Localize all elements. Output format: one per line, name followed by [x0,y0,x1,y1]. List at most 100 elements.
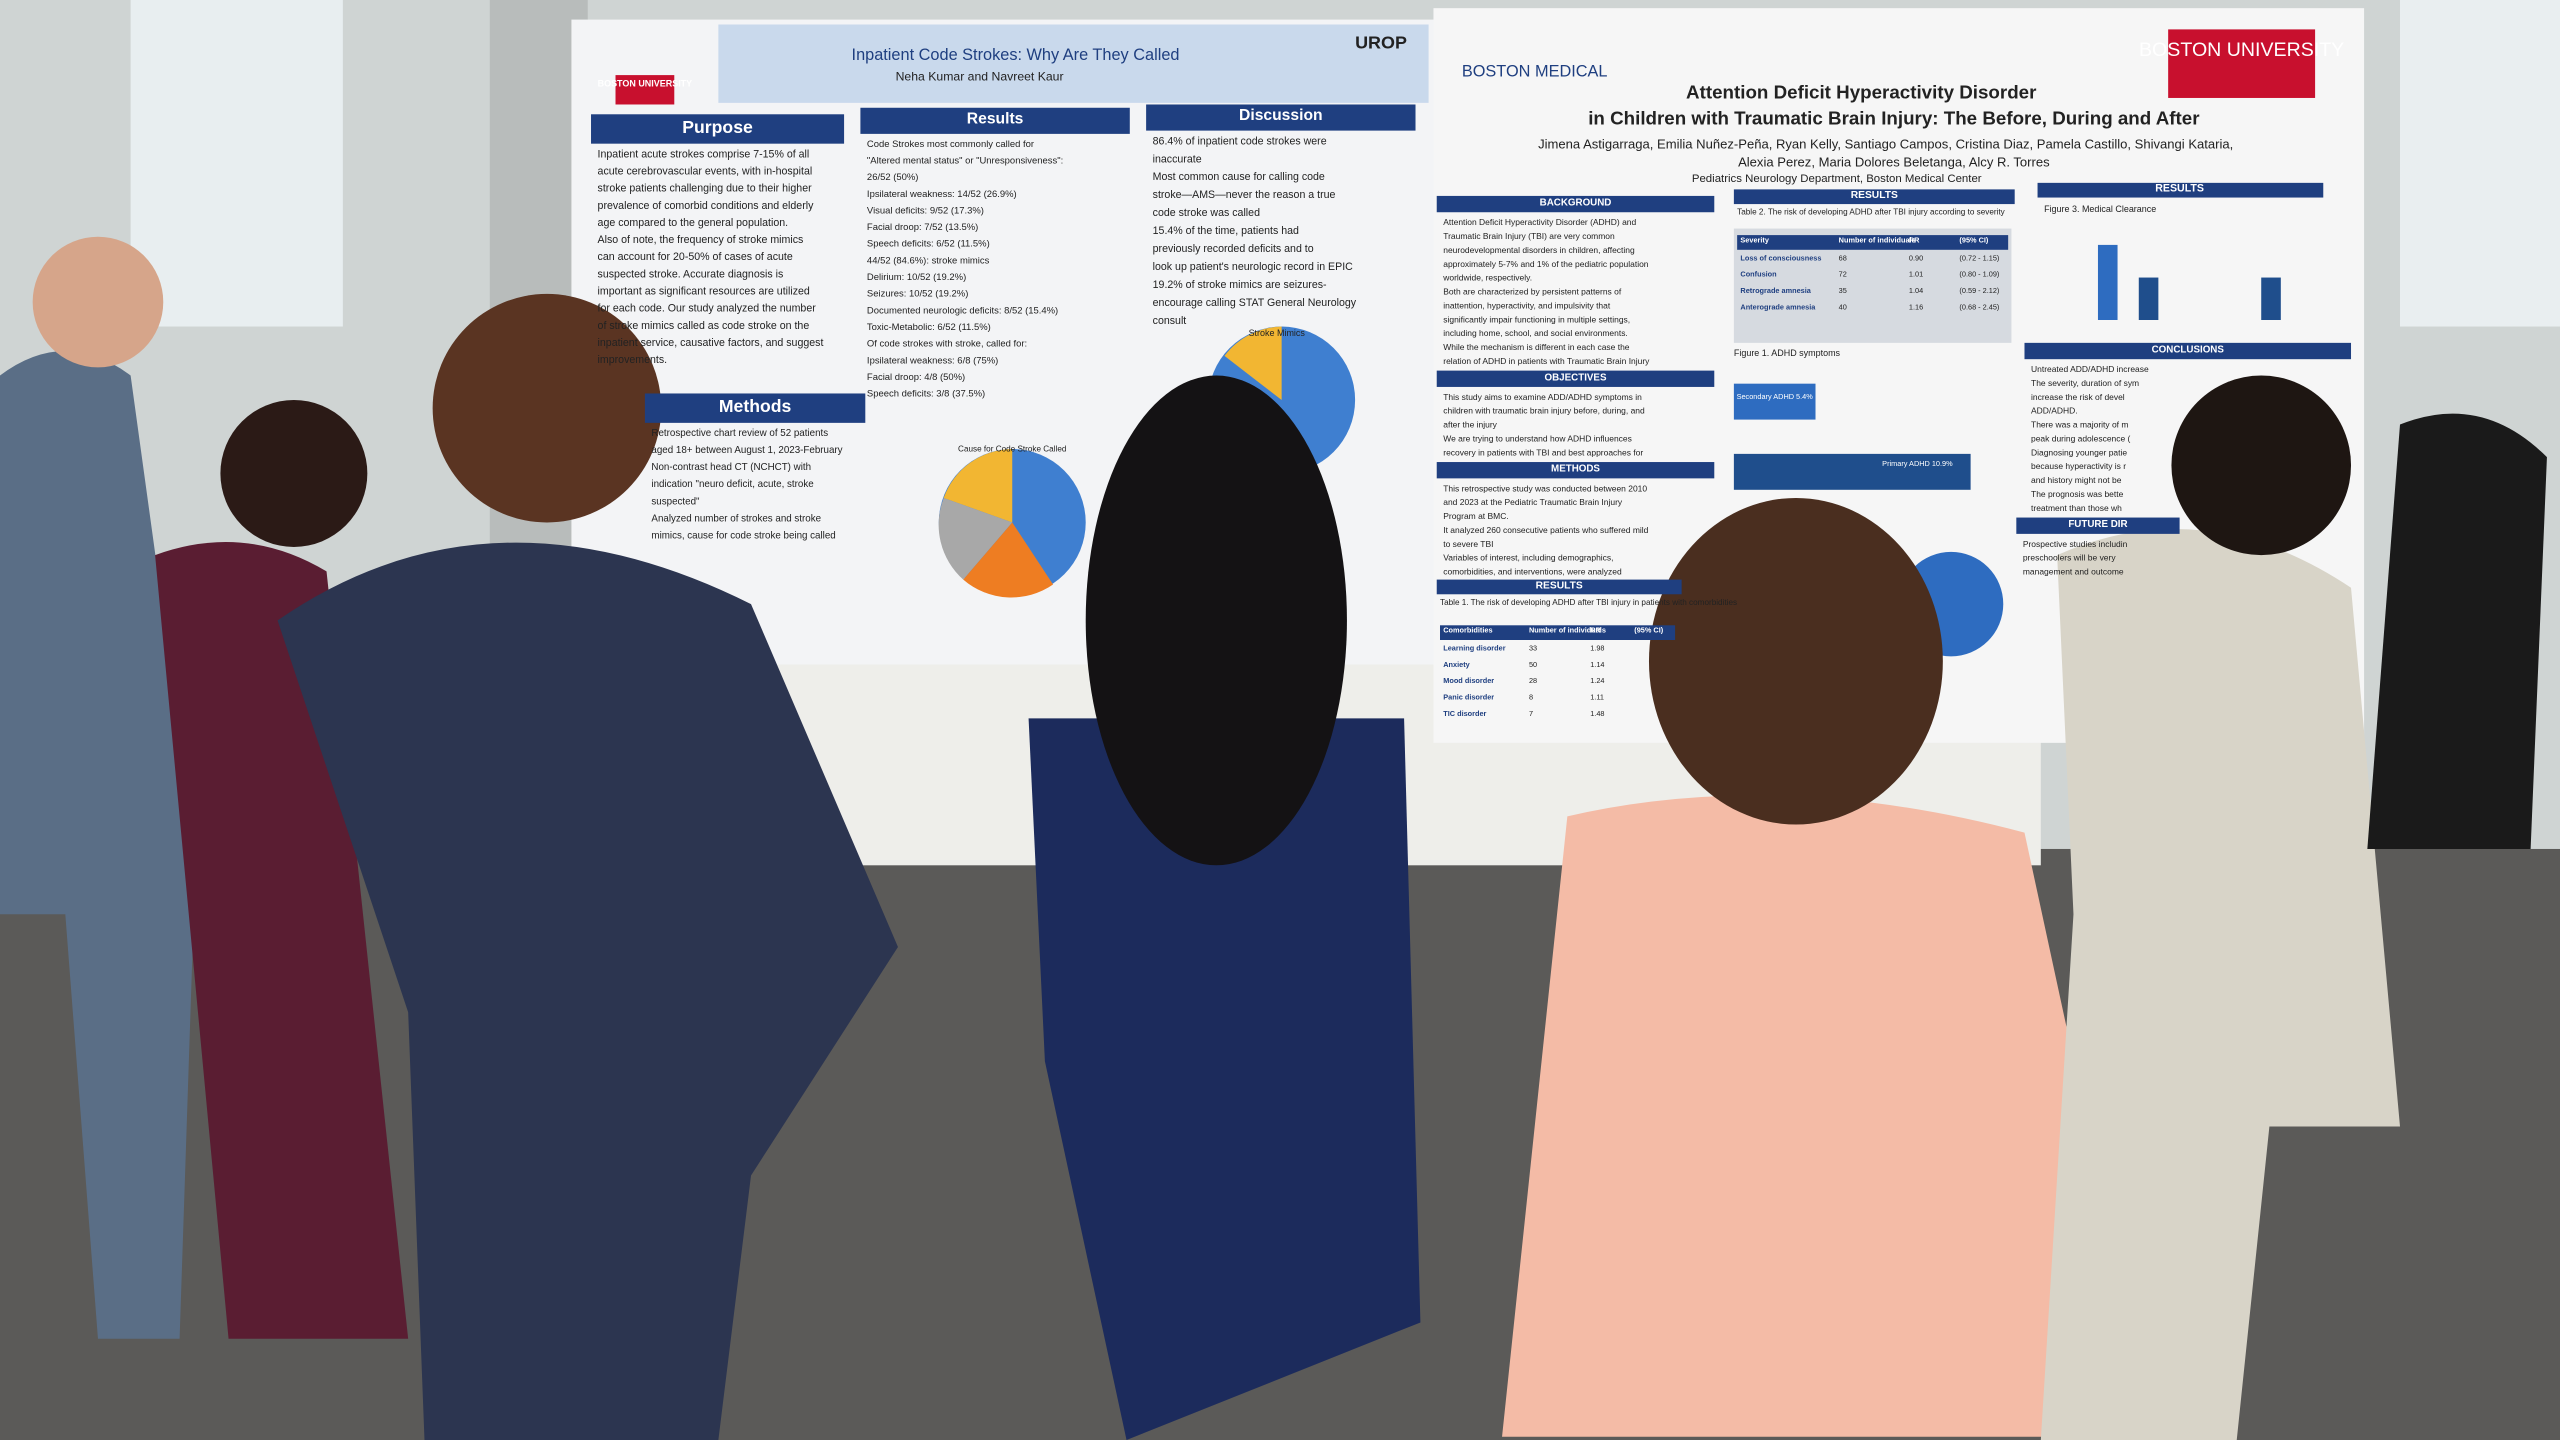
poster-text: worldwide, respectively. [1442,273,1532,283]
poster-text: Retrospective chart review of 52 patient… [651,428,828,439]
poster-text: Attention Deficit Hyperactivity Disorder… [1443,217,1636,227]
poster-text: suspected" [651,496,700,507]
figure-caption: Figure 1. ADHD symptoms [1734,348,1841,358]
poster-text: and history might not be [2031,475,2122,485]
hair [2171,375,2352,556]
person-navy [1028,718,1421,1440]
poster-text: Ipsilateral weakness: 6/8 (75%) [867,355,998,366]
poster-text: encourage calling STAT General Neurology [1153,297,1357,309]
section-heading: OBJECTIVES [1545,372,1607,383]
poster-text: preschoolers will be very [2023,553,2116,563]
section-heading: Purpose [682,117,753,137]
poster-text: mimics, cause for code stroke being call… [651,531,835,542]
table-cell: (0.72 - 1.15) [1959,253,1999,262]
section-header [1733,189,2015,205]
chart-bar [2138,277,2159,320]
poster-text: Seizures: 10/52 (19.2%) [867,289,968,300]
poster-text: Prospective studies includin [2023,539,2128,549]
logo: BOSTON UNIVERSITY [598,78,693,88]
poster-text: This retrospective study was conducted b… [1443,483,1647,493]
table-caption: Table 2. The risk of developing ADHD aft… [1737,208,2006,217]
poster-text: stroke—AMS—never the reason a true [1153,189,1336,201]
poster-text: Non-contrast head CT (NCHCT) with [651,462,811,473]
poster-text: Code Strokes most commonly called for [867,139,1034,150]
poster-text: inpatient service, causative factors, an… [598,337,824,349]
authors: Jimena Astigarraga, Emilia Nuñez-Peña, R… [1538,136,2233,151]
window [2400,0,2560,327]
table-cell: 40 [1839,302,1847,311]
figure-caption: Cause for Code Stroke Called [958,444,1067,453]
section-header [2037,182,2324,198]
poster-text: Inpatient acute strokes comprise 7-15% o… [598,148,810,160]
head [32,236,164,368]
poster-text: It analyzed 260 consecutive patients who… [1443,525,1648,535]
section-header [2024,342,2352,360]
table-cell: 1.04 [1909,286,1923,295]
poster-text: Delirium: 10/52 (19.2%) [867,272,966,283]
poster-text: comorbidities, and interventions, were a… [1443,567,1622,577]
poster-text: for each code. Our study analyzed the nu… [598,303,817,315]
section-header [1436,579,1682,595]
poster-text: to severe TBI [1443,539,1493,549]
person-presenter [2040,528,2400,1440]
poster-text: management and outcome [2023,567,2124,577]
table-header: Severity [1740,235,1769,244]
logo: UROP [1355,33,1407,53]
hair [1085,375,1347,866]
table-cell: 1.11 [1590,692,1604,701]
poster-text: ADD/ADHD. [2031,406,2078,416]
poster-text: inattention, hyperactivity, and impulsiv… [1443,300,1611,310]
section-header [1737,235,2009,250]
poster-text: increase the risk of devel [2031,392,2125,402]
table-header: (95% CI) [1959,235,1988,244]
person-right [2367,413,2547,849]
poster-text: suspected stroke. Accurate diagnosis is [598,268,784,280]
poster-text: The prognosis was bette [2031,489,2124,499]
table-cell: 1.24 [1590,676,1604,685]
logo-box [2168,29,2316,98]
figure-caption: Stroke Mimics [1249,328,1306,338]
section-heading: RESULTS [1851,190,1898,201]
poster-text: aged 18+ between August 1, 2023-February [651,445,842,456]
poster-text: inaccurate [1153,153,1202,165]
person-floral [1502,795,2156,1437]
section-header [1436,370,1715,387]
poster-text: Of code strokes with stroke, called for: [867,339,1027,350]
table-cell: 35 [1839,286,1847,295]
people [0,236,2547,1440]
table-cell: 50 [1529,660,1537,669]
poster-text: recovery in patients with TBI and best a… [1443,447,1643,457]
chart-bar [2097,244,2118,320]
poster-title: Attention Deficit Hyperactivity Disorder [1686,81,2037,102]
section-header [644,393,866,423]
poster-text: peak during adolescence ( [2031,434,2131,444]
figure-caption: Figure 3. Medical Clearance [2044,204,2156,214]
table-cell: Anterograde amnesia [1740,302,1816,311]
poster-text: acute cerebrovascular events, with in-ho… [598,166,813,178]
hair [220,400,368,547]
chart-bar [1733,383,1816,420]
poster-text: Program at BMC. [1443,511,1508,521]
table-cell: 33 [1529,643,1537,652]
section-heading: CONCLUSIONS [2152,345,2225,356]
table-cell: 1.16 [1909,302,1923,311]
poster-text: after the injury [1443,420,1497,430]
poster-text: of stroke mimics called as code stroke o… [598,320,810,332]
poster-text: significantly impair functioning in mult… [1443,314,1630,324]
poster-text: neurodevelopmental disorders in children… [1443,245,1635,255]
table-cell: Retrograde amnesia [1740,286,1811,295]
poster-text: The severity, duration of sym [2031,378,2139,388]
poster-text: Facial droop: 4/8 (50%) [867,372,965,383]
chart-label: Secondary ADHD 5.4% [1737,392,1814,401]
poster-text: indication "neuro deficit, acute, stroke [651,479,813,490]
pie-slice [938,497,1013,580]
section-heading: RESULTS [2155,183,2204,195]
hair [1648,497,1943,825]
section-heading: Results [967,110,1024,127]
table-cell: (0.80 - 1.09) [1959,270,1999,279]
poster-text: This study aims to examine ADD/ADHD symp… [1443,392,1642,402]
poster-text: Diagnosing younger patie [2031,447,2127,457]
authors: Alexia Perez, Maria Dolores Beletanga, A… [1738,154,2050,169]
table-header: RR [1590,626,1601,635]
poster-text: approximately 5-7% and 1% of the pediatr… [1443,259,1649,269]
